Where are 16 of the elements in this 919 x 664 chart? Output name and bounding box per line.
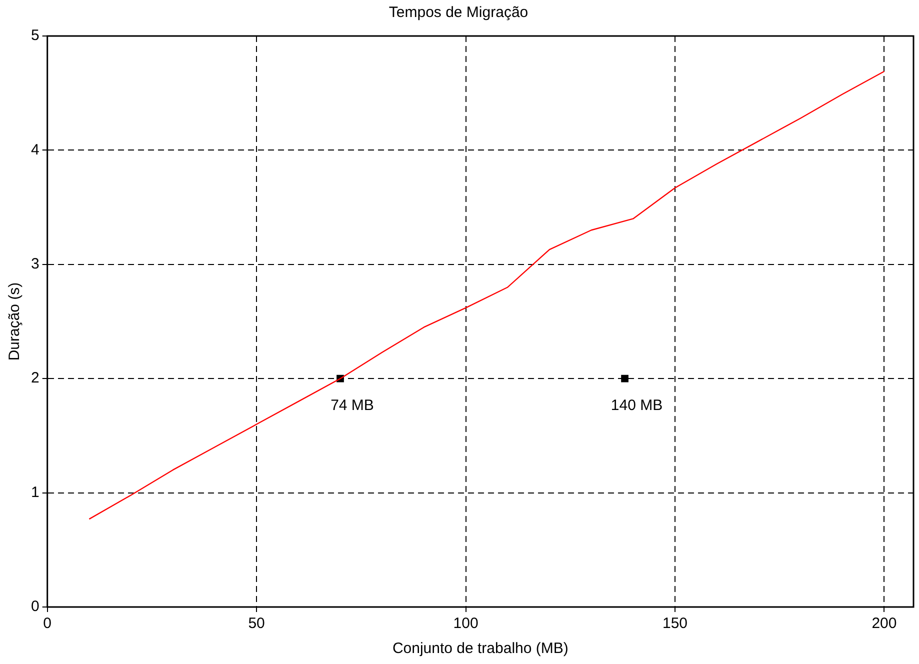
chart-title: Tempos de Migração xyxy=(388,4,528,22)
x-tick-label: 100 xyxy=(453,615,478,632)
annotation: 74 MB xyxy=(330,397,374,414)
y-tick-label: 5 xyxy=(31,27,40,44)
y-tick-label: 1 xyxy=(31,484,40,501)
y-tick-label: 3 xyxy=(31,256,40,273)
y-tick-label: 2 xyxy=(31,370,40,387)
x-tick-label: 200 xyxy=(872,615,897,632)
y-tick-label: 4 xyxy=(31,141,40,158)
y-tick-label: 0 xyxy=(31,598,40,616)
x-tick-label: 0 xyxy=(43,615,52,632)
x-axis-title: Conjunto de trabalho (MB) xyxy=(392,640,568,658)
annotation: 140 MB xyxy=(610,397,663,414)
x-tick-label: 50 xyxy=(248,615,265,632)
x-tick-label: 150 xyxy=(662,615,688,632)
y-axis-title: Duração (s) xyxy=(6,282,24,361)
